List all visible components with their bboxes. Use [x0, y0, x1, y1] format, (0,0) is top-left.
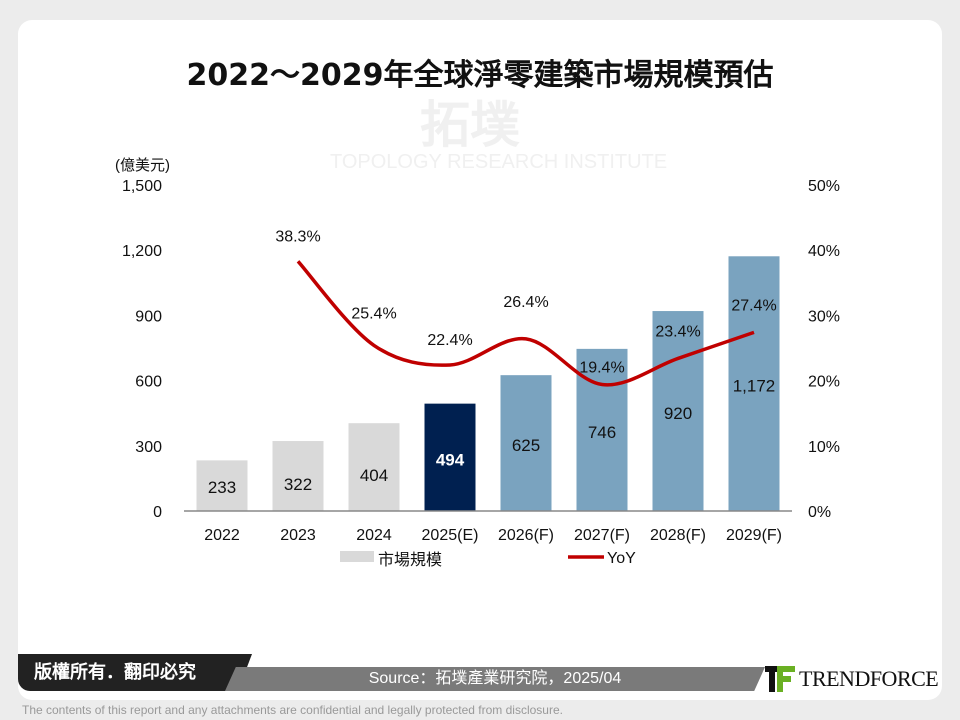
y-tick-label: 600	[135, 374, 162, 391]
bar-data-label: 746	[588, 423, 616, 442]
line-data-label: 38.3%	[275, 228, 320, 245]
x-tick-label: 2026(F)	[498, 527, 554, 544]
disclaimer: The contents of this report and any atta…	[22, 703, 563, 717]
watermark-cn: 拓墣	[420, 96, 520, 154]
line-data-label: 26.4%	[503, 294, 548, 311]
legend-line-label: YoY	[607, 550, 636, 567]
watermark-en: TOPOLOGY RESEARCH INSTITUTE	[330, 151, 667, 173]
y-tick-label: 1,200	[122, 243, 162, 260]
line-data-label: 22.4%	[427, 332, 472, 349]
bar-data-label: 920	[664, 404, 692, 423]
legend-bar-label: 市場規模	[378, 551, 442, 569]
y2-tick-label: 50%	[808, 178, 840, 195]
y-tick-label: 300	[135, 439, 162, 456]
y2-tick-label: 30%	[808, 308, 840, 325]
chart-title: 2022～2029年全球淨零建築市場規模預估	[186, 58, 774, 93]
bar-data-label: 494	[436, 450, 465, 469]
logo-text: TRENDFORCE	[799, 666, 939, 691]
bar-data-label: 1,172	[733, 377, 776, 396]
bar-data-label: 322	[284, 475, 312, 494]
line-data-label: 19.4%	[579, 360, 624, 377]
line-data-label: 25.4%	[351, 305, 396, 322]
yoy-line	[296, 260, 755, 387]
line-data-label: 23.4%	[655, 323, 700, 340]
x-tick-label: 2028(F)	[650, 527, 706, 544]
legend-bar-swatch	[340, 551, 374, 562]
card	[18, 20, 942, 700]
trendforce-logo: TRENDFORCE	[765, 666, 939, 692]
bar-data-label: 625	[512, 436, 540, 455]
x-tick-label: 2025(E)	[422, 527, 479, 544]
y2-tick-label: 0%	[808, 504, 831, 521]
x-tick-label: 2023	[280, 527, 316, 544]
x-tick-label: 2027(F)	[574, 527, 630, 544]
y-axis-unit: (億美元)	[115, 157, 170, 174]
y-tick-label: 900	[135, 308, 162, 325]
copyright-banner: 版權所有．翻印必究	[18, 654, 252, 691]
bar	[424, 403, 476, 511]
source-banner: Source：拓墣產業研究院，2025/04	[225, 667, 765, 691]
x-tick-label: 2024	[356, 527, 392, 544]
y2-tick-label: 10%	[808, 439, 840, 456]
y-tick-label: 0	[153, 504, 162, 521]
bar	[500, 375, 552, 511]
bar	[652, 311, 704, 511]
y-tick-label: 1,500	[122, 178, 162, 195]
bar	[728, 256, 780, 511]
x-tick-label: 2029(F)	[726, 527, 782, 544]
y2-tick-label: 20%	[808, 374, 840, 391]
bar	[348, 423, 400, 511]
x-tick-label: 2022	[204, 527, 240, 544]
bar	[196, 460, 248, 511]
trendforce-logo-icon	[765, 666, 795, 692]
line-data-label: 27.4%	[731, 297, 776, 314]
bar	[272, 441, 324, 511]
bar-data-label: 233	[208, 478, 236, 497]
bar-data-label: 404	[360, 466, 388, 485]
y2-tick-label: 40%	[808, 243, 840, 260]
